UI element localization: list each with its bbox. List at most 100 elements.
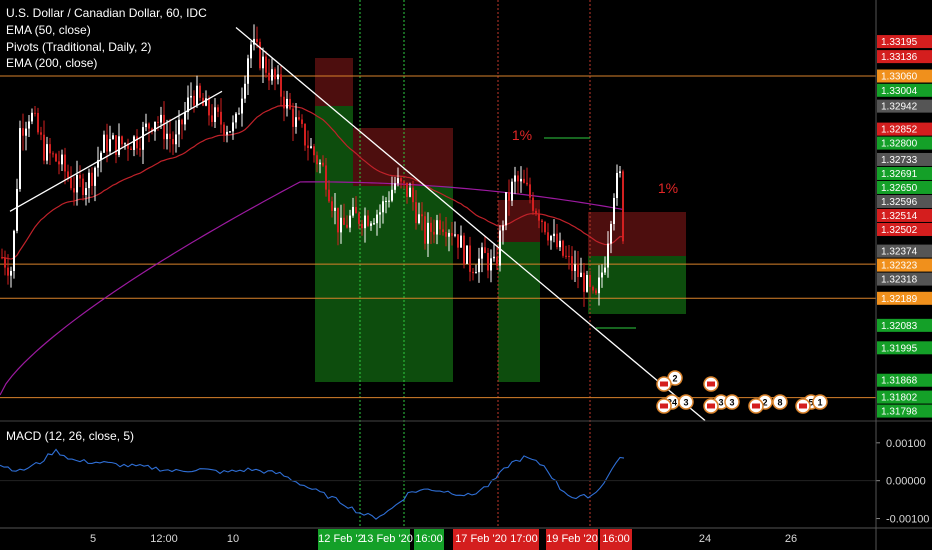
candle-62 — [187, 85, 189, 120]
price-label-3: 1.33004 — [877, 83, 932, 97]
candle-80 — [241, 87, 243, 127]
macd-line — [0, 448, 625, 520]
candle-203 — [610, 220, 612, 254]
candle-147 — [442, 221, 444, 236]
candle-64 — [193, 90, 195, 113]
candle-83 — [250, 41, 252, 68]
candle-194 — [583, 262, 585, 307]
candle-30 — [91, 167, 93, 195]
candle-91 — [274, 67, 276, 91]
candle-71 — [214, 98, 216, 129]
candle-14 — [43, 120, 45, 165]
candle-44 — [133, 135, 135, 157]
candle-12 — [37, 107, 39, 135]
candle-23 — [70, 166, 72, 191]
candle-92 — [277, 65, 279, 85]
time-tick-4: 26 — [785, 533, 797, 545]
candle-120 — [361, 219, 363, 236]
candle-81 — [244, 75, 246, 103]
svg-text:1.32800: 1.32800 — [881, 139, 918, 150]
pivots-legend[interactable]: Pivots (Traditional, Daily, 2) — [6, 40, 152, 54]
time-highlight-4: 17:00 — [509, 529, 539, 550]
candle-63 — [190, 82, 192, 109]
candle-110 — [331, 196, 333, 218]
candle-31 — [94, 166, 96, 202]
candle-9 — [28, 115, 30, 137]
candle-100 — [301, 114, 303, 128]
trade-zone-0 — [315, 58, 353, 106]
candle-20 — [61, 149, 63, 172]
candle-189 — [568, 245, 570, 270]
price-label-1: 1.33136 — [877, 50, 932, 64]
price-label-7: 1.32733 — [877, 152, 932, 166]
candle-67 — [202, 92, 204, 107]
candle-196 — [589, 270, 591, 298]
candle-69 — [208, 95, 210, 126]
ema200-legend[interactable]: EMA (200, close) — [6, 56, 98, 70]
candle-97 — [292, 102, 294, 142]
candle-175 — [526, 167, 528, 187]
candle-6 — [19, 120, 21, 192]
candle-88 — [265, 51, 267, 78]
candle-52 — [157, 116, 159, 131]
candle-54 — [163, 101, 165, 150]
price-label-12: 1.32502 — [877, 222, 932, 236]
candle-198 — [595, 288, 597, 296]
ema50-legend[interactable]: EMA (50, close) — [6, 23, 91, 37]
svg-text:1.31868: 1.31868 — [881, 376, 918, 387]
price-label-21: 1.31798 — [877, 404, 932, 418]
ema-lines — [0, 104, 625, 396]
svg-text:1.31798: 1.31798 — [881, 407, 918, 418]
candle-102 — [307, 130, 309, 161]
time-tick-0: 5 — [90, 533, 96, 545]
candle-133 — [400, 176, 402, 189]
svg-text:1.32318: 1.32318 — [881, 275, 918, 286]
trade-zone-2 — [315, 218, 353, 382]
candle-28 — [85, 182, 87, 206]
candle-51 — [154, 121, 156, 141]
candle-76 — [229, 130, 231, 133]
price-label-8: 1.32691 — [877, 166, 932, 180]
candle-140 — [421, 202, 423, 231]
candle-169 — [508, 179, 510, 216]
candle-145 — [436, 214, 438, 245]
candle-122 — [367, 210, 369, 228]
trendline-up — [9, 90, 223, 212]
candle-128 — [385, 197, 387, 214]
candle-38 — [115, 134, 117, 164]
candle-105 — [316, 151, 318, 173]
trade-zone-1 — [315, 106, 353, 218]
time-highlight-2: 16:00 — [414, 529, 444, 550]
event-badges: 224 3 3 3 2 8 5 1 — [656, 370, 828, 414]
svg-text:1.33136: 1.33136 — [881, 52, 918, 63]
svg-text:1.32374: 1.32374 — [881, 247, 918, 258]
candle-200 — [601, 264, 603, 288]
candle-160 — [481, 242, 483, 273]
candle-125 — [376, 209, 378, 236]
candle-13 — [40, 126, 42, 141]
candle-192 — [577, 251, 579, 289]
svg-text:13 Feb '20: 13 Feb '20 — [361, 533, 413, 545]
price-label-17: 1.32083 — [877, 318, 932, 332]
candle-111 — [334, 193, 336, 225]
candle-25 — [76, 160, 78, 206]
svg-text:8: 8 — [777, 398, 782, 408]
trade-zone-3 — [353, 128, 453, 186]
candle-165 — [496, 246, 498, 271]
candle-2 — [7, 254, 9, 285]
candle-74 — [223, 122, 225, 143]
candle-113 — [340, 204, 342, 244]
candle-155 — [466, 245, 468, 265]
macd-legend[interactable]: MACD (12, 26, close, 5) — [6, 429, 135, 443]
candle-121 — [364, 207, 366, 243]
candle-197 — [592, 285, 594, 294]
candle-174 — [523, 169, 525, 184]
candle-101 — [304, 123, 306, 151]
trade-zone-9 — [588, 256, 686, 314]
flag-icon-4 — [748, 398, 764, 414]
candle-34 — [103, 130, 105, 154]
price-label-11: 1.32514 — [877, 208, 932, 222]
candle-86 — [259, 38, 261, 71]
candle-167 — [502, 220, 504, 245]
